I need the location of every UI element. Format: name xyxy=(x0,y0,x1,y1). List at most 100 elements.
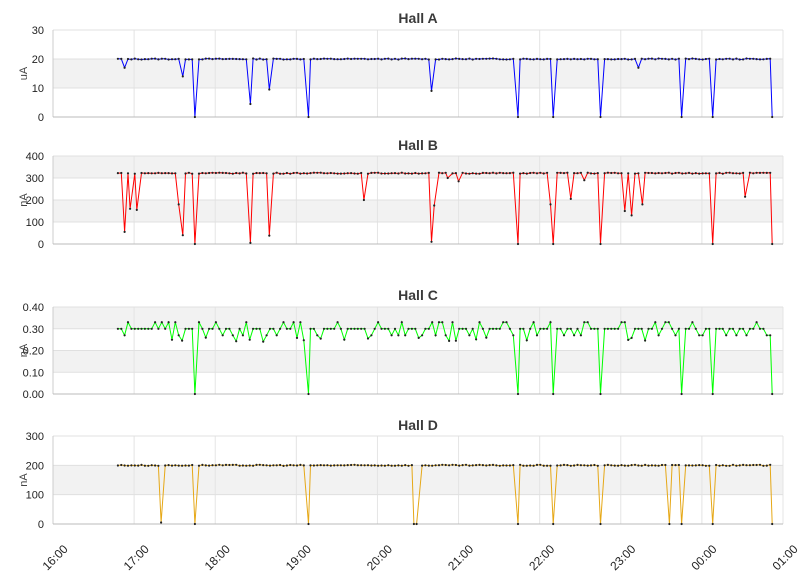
data-point xyxy=(667,321,670,324)
grid-band xyxy=(53,156,783,178)
data-point xyxy=(407,464,410,467)
data-point xyxy=(275,171,278,174)
data-point xyxy=(725,464,728,467)
data-point xyxy=(451,172,454,175)
data-point xyxy=(525,339,528,342)
data-point xyxy=(691,464,694,467)
data-point xyxy=(170,338,174,341)
data-point xyxy=(437,58,441,61)
data-point xyxy=(718,171,721,174)
data-point xyxy=(167,172,170,175)
data-point xyxy=(668,522,671,526)
data-point xyxy=(549,57,552,61)
data-point xyxy=(150,464,153,467)
data-point xyxy=(583,464,586,467)
data-point xyxy=(285,58,288,61)
data-point xyxy=(457,180,460,183)
data-point xyxy=(715,327,718,330)
y-tick-label: 20 xyxy=(32,54,44,66)
data-point xyxy=(292,321,295,324)
data-point xyxy=(397,464,400,467)
data-point xyxy=(599,115,602,119)
data-point xyxy=(738,327,741,330)
data-point xyxy=(193,115,196,119)
data-point xyxy=(519,58,522,61)
data-point xyxy=(748,464,752,467)
data-point xyxy=(366,172,370,175)
data-point xyxy=(535,57,539,61)
data-point xyxy=(687,464,691,467)
data-point xyxy=(650,57,654,60)
data-point xyxy=(546,464,549,467)
data-point xyxy=(512,464,515,467)
data-point xyxy=(326,327,329,330)
data-point xyxy=(252,57,255,60)
data-point xyxy=(441,57,444,60)
data-point xyxy=(620,58,623,61)
data-point xyxy=(630,464,633,467)
data-point xyxy=(657,57,660,60)
data-point xyxy=(593,327,596,330)
data-point xyxy=(123,230,126,233)
data-point xyxy=(718,327,721,330)
data-point xyxy=(370,57,373,61)
data-point xyxy=(143,172,146,175)
data-point xyxy=(241,334,244,337)
data-point xyxy=(744,195,747,198)
data-point xyxy=(654,321,657,324)
data-point xyxy=(617,57,620,61)
x-tick-label: 17:00 xyxy=(121,542,152,573)
data-point xyxy=(393,172,397,175)
data-point xyxy=(562,58,566,61)
data-point xyxy=(596,464,599,467)
data-point xyxy=(589,172,593,175)
data-point xyxy=(579,464,583,467)
data-point xyxy=(363,57,366,60)
data-point xyxy=(282,321,285,324)
data-point xyxy=(380,464,383,467)
data-point xyxy=(505,464,508,467)
data-point xyxy=(295,57,299,61)
x-tick-label: 16:00 xyxy=(40,542,71,573)
data-point xyxy=(377,321,380,324)
data-point xyxy=(191,172,194,175)
data-point xyxy=(569,327,572,330)
data-point xyxy=(771,522,774,526)
data-point xyxy=(130,58,133,61)
data-point xyxy=(184,58,187,61)
data-point xyxy=(316,58,319,61)
data-point xyxy=(322,172,326,175)
data-point xyxy=(224,171,228,175)
data-point xyxy=(573,172,576,175)
data-point xyxy=(502,58,505,61)
data-point xyxy=(566,464,569,467)
data-point xyxy=(475,172,478,175)
data-point xyxy=(583,321,586,324)
data-point xyxy=(771,392,774,396)
data-point xyxy=(562,334,566,337)
data-point xyxy=(704,57,708,61)
data-point xyxy=(488,464,491,467)
data-point xyxy=(363,327,366,330)
data-point xyxy=(255,463,258,466)
data-point xyxy=(299,321,302,324)
data-point xyxy=(546,171,549,174)
data-point xyxy=(282,58,285,61)
data-point xyxy=(265,464,268,467)
data-point xyxy=(302,464,305,467)
data-point xyxy=(691,172,694,175)
data-point xyxy=(285,171,288,175)
data-point xyxy=(633,57,637,61)
y-tick-label: 300 xyxy=(26,173,44,185)
data-point xyxy=(461,464,464,467)
data-point xyxy=(197,58,201,61)
data-point xyxy=(370,464,373,467)
data-point xyxy=(116,464,119,467)
data-point xyxy=(133,327,136,330)
data-point xyxy=(289,172,292,175)
data-point xyxy=(593,58,596,61)
data-point xyxy=(245,321,248,324)
y-tick-label: 0 xyxy=(38,112,44,124)
data-point xyxy=(586,57,589,60)
data-point xyxy=(525,464,528,467)
